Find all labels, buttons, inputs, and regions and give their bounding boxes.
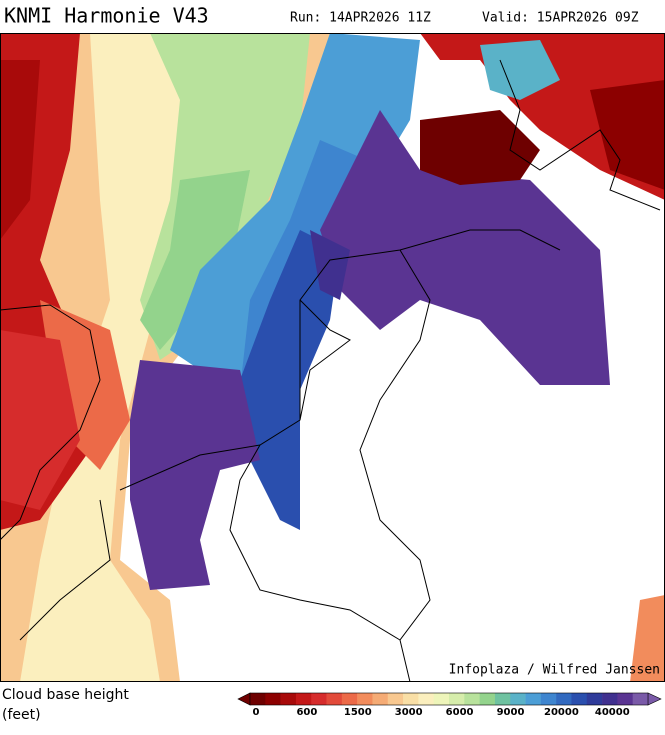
- legend-label: Cloud base height: [2, 687, 129, 703]
- colorbar-swatch: [280, 693, 297, 705]
- map: Infoplaza / Wilfred Janssen: [0, 33, 665, 682]
- colorbar-swatch: [510, 693, 526, 705]
- colorbar-end: [647, 692, 662, 706]
- colorbar-swatch: [403, 693, 419, 705]
- colorbar-swatch: [311, 693, 327, 705]
- colorbar-tick-label: 0: [253, 707, 260, 718]
- colorbar-swatch: [250, 693, 266, 705]
- colorbar-swatch: [494, 693, 511, 705]
- legend-unit: (feet): [2, 707, 41, 723]
- colorbar-tick-label: 3000: [395, 707, 423, 718]
- valid-time: Valid: 15APR2026 09Z: [482, 11, 639, 26]
- colorbar-swatch: [571, 693, 588, 705]
- colorbar-tick-label: 9000: [497, 707, 525, 718]
- colorbar-swatch: [387, 693, 404, 705]
- colorbar-swatch: [632, 693, 649, 705]
- colorbar-swatch: [433, 693, 450, 705]
- colorbar-swatch: [357, 693, 373, 705]
- colorbar-swatch: [372, 693, 389, 705]
- colorbar-swatch: [449, 693, 465, 705]
- colorbar-swatch: [418, 693, 434, 705]
- colorbar-tick-label: 20000: [544, 707, 579, 718]
- colorbar-swatch: [265, 693, 281, 705]
- run-time: Run: 14APR2026 11Z: [290, 11, 431, 26]
- colorbar-swatch: [556, 693, 572, 705]
- colorbar-swatch: [586, 693, 603, 705]
- colorbar-swatch: [464, 693, 480, 705]
- colorbar-end: [237, 692, 251, 706]
- credit: Infoplaza / Wilfred Janssen: [449, 663, 660, 678]
- colorbar-swatch: [617, 693, 633, 705]
- colorbar-tick-label: 1500: [344, 707, 372, 718]
- colorbar-swatch: [525, 693, 542, 705]
- colorbar: 0 600 1500 3000 6000 9000 20000 40000: [237, 692, 662, 718]
- colorbar-swatch: [341, 693, 358, 705]
- colorbar-tick-label: 40000: [595, 707, 630, 718]
- colorbar-swatch: [540, 693, 557, 705]
- colorbar-tick-label: 600: [296, 707, 317, 718]
- title: KNMI Harmonie V43: [4, 4, 209, 28]
- colorbar-tick-label: 6000: [446, 707, 474, 718]
- colorbar-swatch: [326, 693, 343, 705]
- colorbar-swatch: [295, 693, 312, 705]
- colorbar-swatch: [602, 693, 618, 705]
- colorbar-frame: [249, 692, 649, 706]
- colorbar-swatch: [479, 693, 496, 705]
